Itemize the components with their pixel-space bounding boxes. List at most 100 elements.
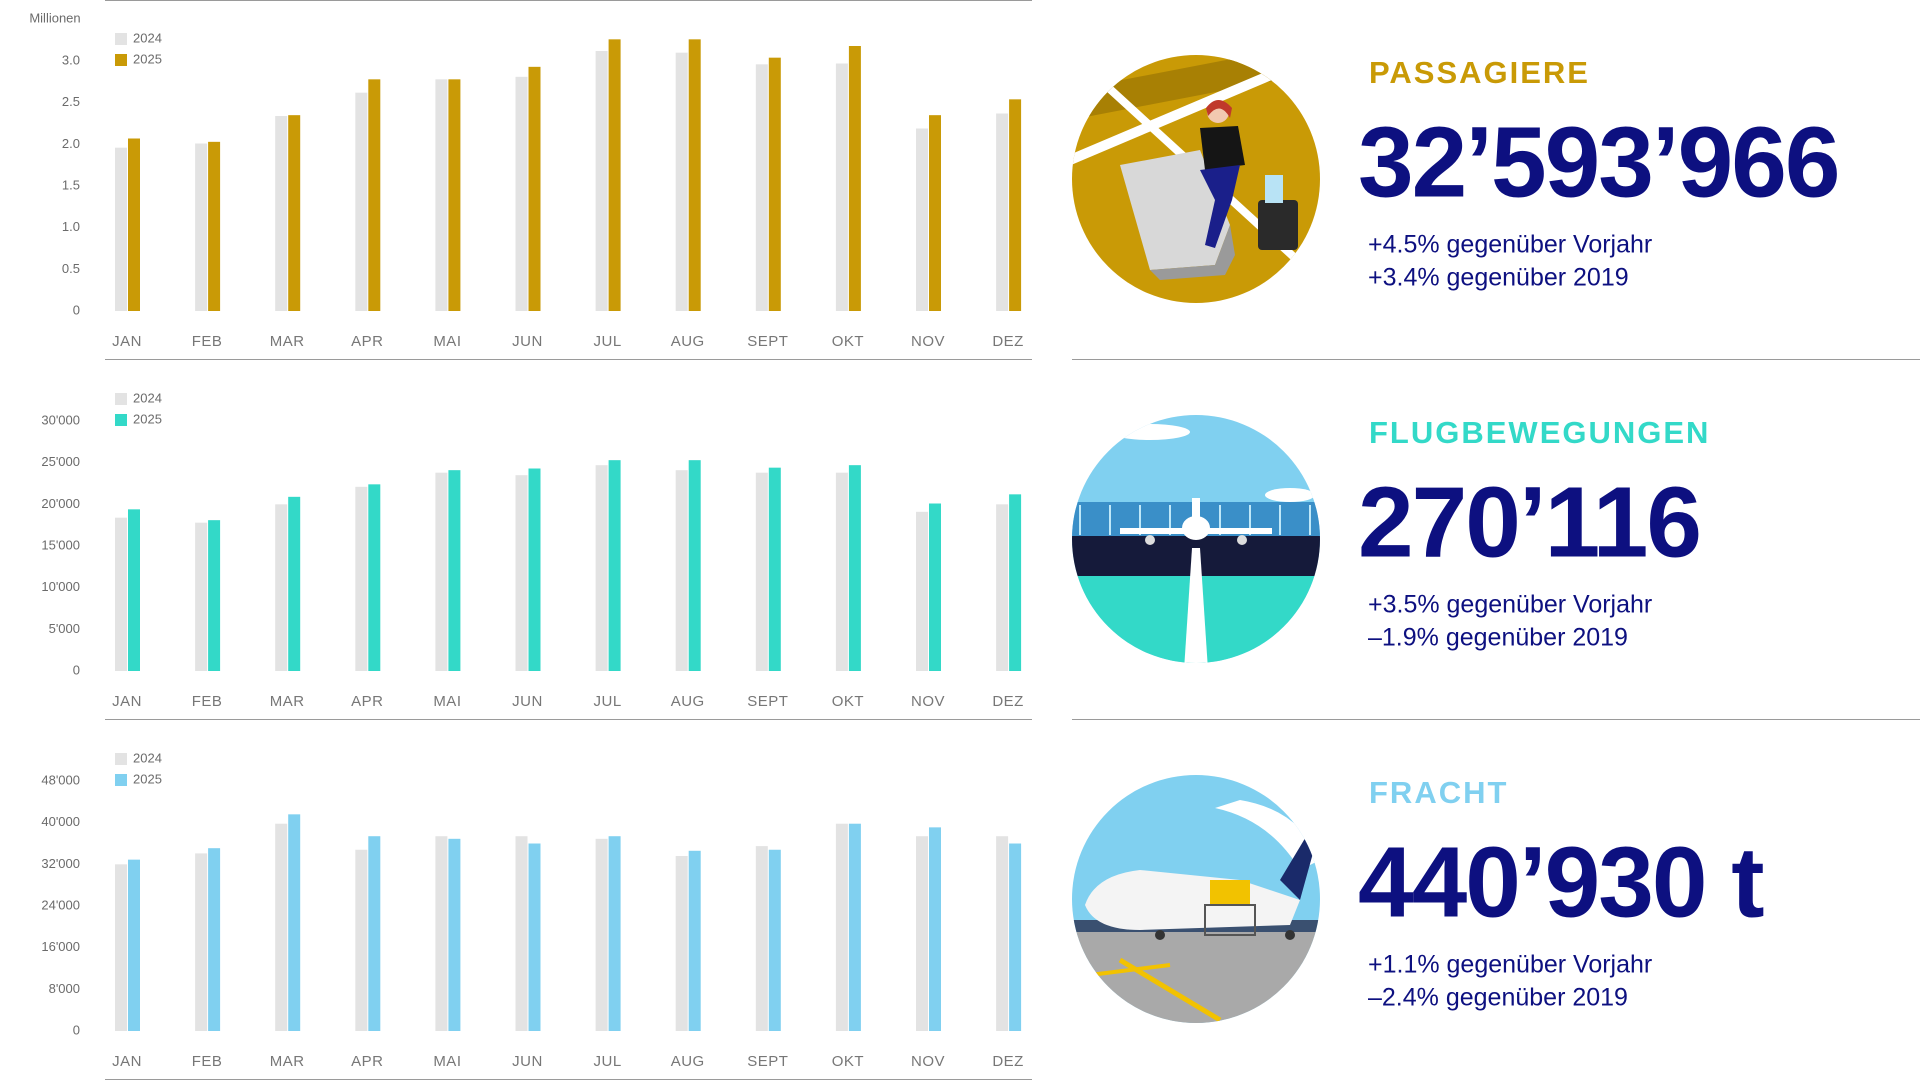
legend-label: 2025 <box>133 771 162 786</box>
legend-swatch <box>115 753 127 765</box>
x-tick-label: JAN <box>112 333 142 350</box>
illustration-passenger <box>1072 55 1320 303</box>
bar <box>755 846 768 1031</box>
bar <box>368 79 381 311</box>
y-tick-label: 48'000 <box>41 772 80 787</box>
x-tick-label: FEB <box>192 333 223 350</box>
x-tick-label: JAN <box>112 1053 142 1070</box>
bar <box>208 520 221 671</box>
x-tick-label: JUL <box>594 693 622 710</box>
bar <box>755 472 768 671</box>
bar <box>1009 843 1022 1031</box>
bar <box>916 836 928 1031</box>
x-tick-label: NOV <box>911 333 945 350</box>
bar <box>128 138 140 311</box>
bar <box>128 509 140 671</box>
x-tick-label: AUG <box>671 333 705 350</box>
bar <box>835 63 848 311</box>
legend-swatch <box>115 414 127 426</box>
x-tick-label: APR <box>351 333 383 350</box>
y-tick-label: 0 <box>73 302 80 317</box>
bar <box>368 484 381 671</box>
x-tick-label: MAI <box>433 333 461 350</box>
panel-value: 440’930 t <box>1358 826 1764 938</box>
bar <box>368 836 381 1031</box>
y-tick-label: 25'000 <box>41 454 80 469</box>
y-tick-label: 40'000 <box>41 814 80 829</box>
x-tick-label: MAR <box>270 333 305 350</box>
bar <box>768 849 781 1031</box>
y-tick-label: 15'000 <box>41 537 80 552</box>
bar <box>675 856 688 1031</box>
bar <box>528 843 541 1031</box>
y-tick-label: 0.5 <box>62 261 80 276</box>
x-tick-label: DEZ <box>992 1053 1024 1070</box>
x-tick-label: MAI <box>433 1053 461 1070</box>
x-tick-label: APR <box>351 693 383 710</box>
x-tick-label: NOV <box>911 1053 945 1070</box>
bar <box>275 504 288 671</box>
bar <box>916 511 928 671</box>
illustration-cargo <box>1072 775 1320 1023</box>
x-tick-label: JUL <box>594 1053 622 1070</box>
y-tick-label: 30'000 <box>41 412 80 427</box>
bar <box>608 460 621 671</box>
bar <box>515 76 528 311</box>
y-tick-label: 1.0 <box>62 219 80 234</box>
bar <box>688 850 701 1031</box>
x-tick-label: NOV <box>911 693 945 710</box>
bar <box>195 522 208 671</box>
bar <box>835 823 848 1031</box>
panel-note: +3.4% gegenüber 2019 <box>1368 264 1629 292</box>
panel-note: +3.5% gegenüber Vorjahr <box>1368 591 1652 619</box>
x-tick-label: OKT <box>832 1053 864 1070</box>
y-tick-label: 24'000 <box>41 897 80 912</box>
bar <box>355 486 368 671</box>
panel-note: –2.4% gegenüber 2019 <box>1368 984 1628 1012</box>
illustration-runway <box>1072 415 1320 663</box>
panel-title: PASSAGIERE <box>1369 55 1590 90</box>
bar <box>835 472 848 671</box>
x-tick-label: JUN <box>512 333 543 350</box>
y-tick-label: 2.0 <box>62 136 80 151</box>
x-tick-label: FEB <box>192 693 223 710</box>
bar <box>355 849 368 1031</box>
bar <box>355 92 368 312</box>
x-tick-label: MAI <box>433 693 461 710</box>
legend-swatch <box>115 33 127 45</box>
bar <box>996 836 1009 1031</box>
bar <box>448 838 461 1031</box>
legend-swatch <box>115 54 127 66</box>
bar <box>675 470 688 671</box>
y-tick-label: 1.5 <box>62 177 80 192</box>
bar <box>435 836 448 1031</box>
bar <box>996 504 1009 671</box>
bar <box>768 57 781 311</box>
y-tick-label: 0 <box>73 662 80 677</box>
x-tick-label: SEPT <box>747 693 788 710</box>
bar <box>515 475 528 671</box>
bar <box>848 465 861 671</box>
bar <box>288 496 301 671</box>
bar <box>768 467 781 671</box>
panel-note: +4.5% gegenüber Vorjahr <box>1368 231 1652 259</box>
legend-label: 2024 <box>133 750 162 765</box>
x-tick-label: AUG <box>671 693 705 710</box>
y-tick-label: 0 <box>73 1022 80 1037</box>
bar <box>435 79 448 311</box>
legend-label: 2025 <box>133 411 162 426</box>
bar <box>448 470 461 671</box>
bar <box>435 472 448 671</box>
bar <box>208 141 221 311</box>
x-tick-label: DEZ <box>992 693 1024 710</box>
bar <box>195 143 208 311</box>
x-tick-label: SEPT <box>747 333 788 350</box>
bar <box>595 51 608 311</box>
x-tick-label: SEPT <box>747 1053 788 1070</box>
bar <box>1009 494 1022 671</box>
legend-label: 2025 <box>133 51 162 66</box>
legend-label: 2024 <box>133 30 162 45</box>
bar <box>115 517 127 671</box>
panel-title: FLUGBEWEGUNGEN <box>1369 415 1710 450</box>
